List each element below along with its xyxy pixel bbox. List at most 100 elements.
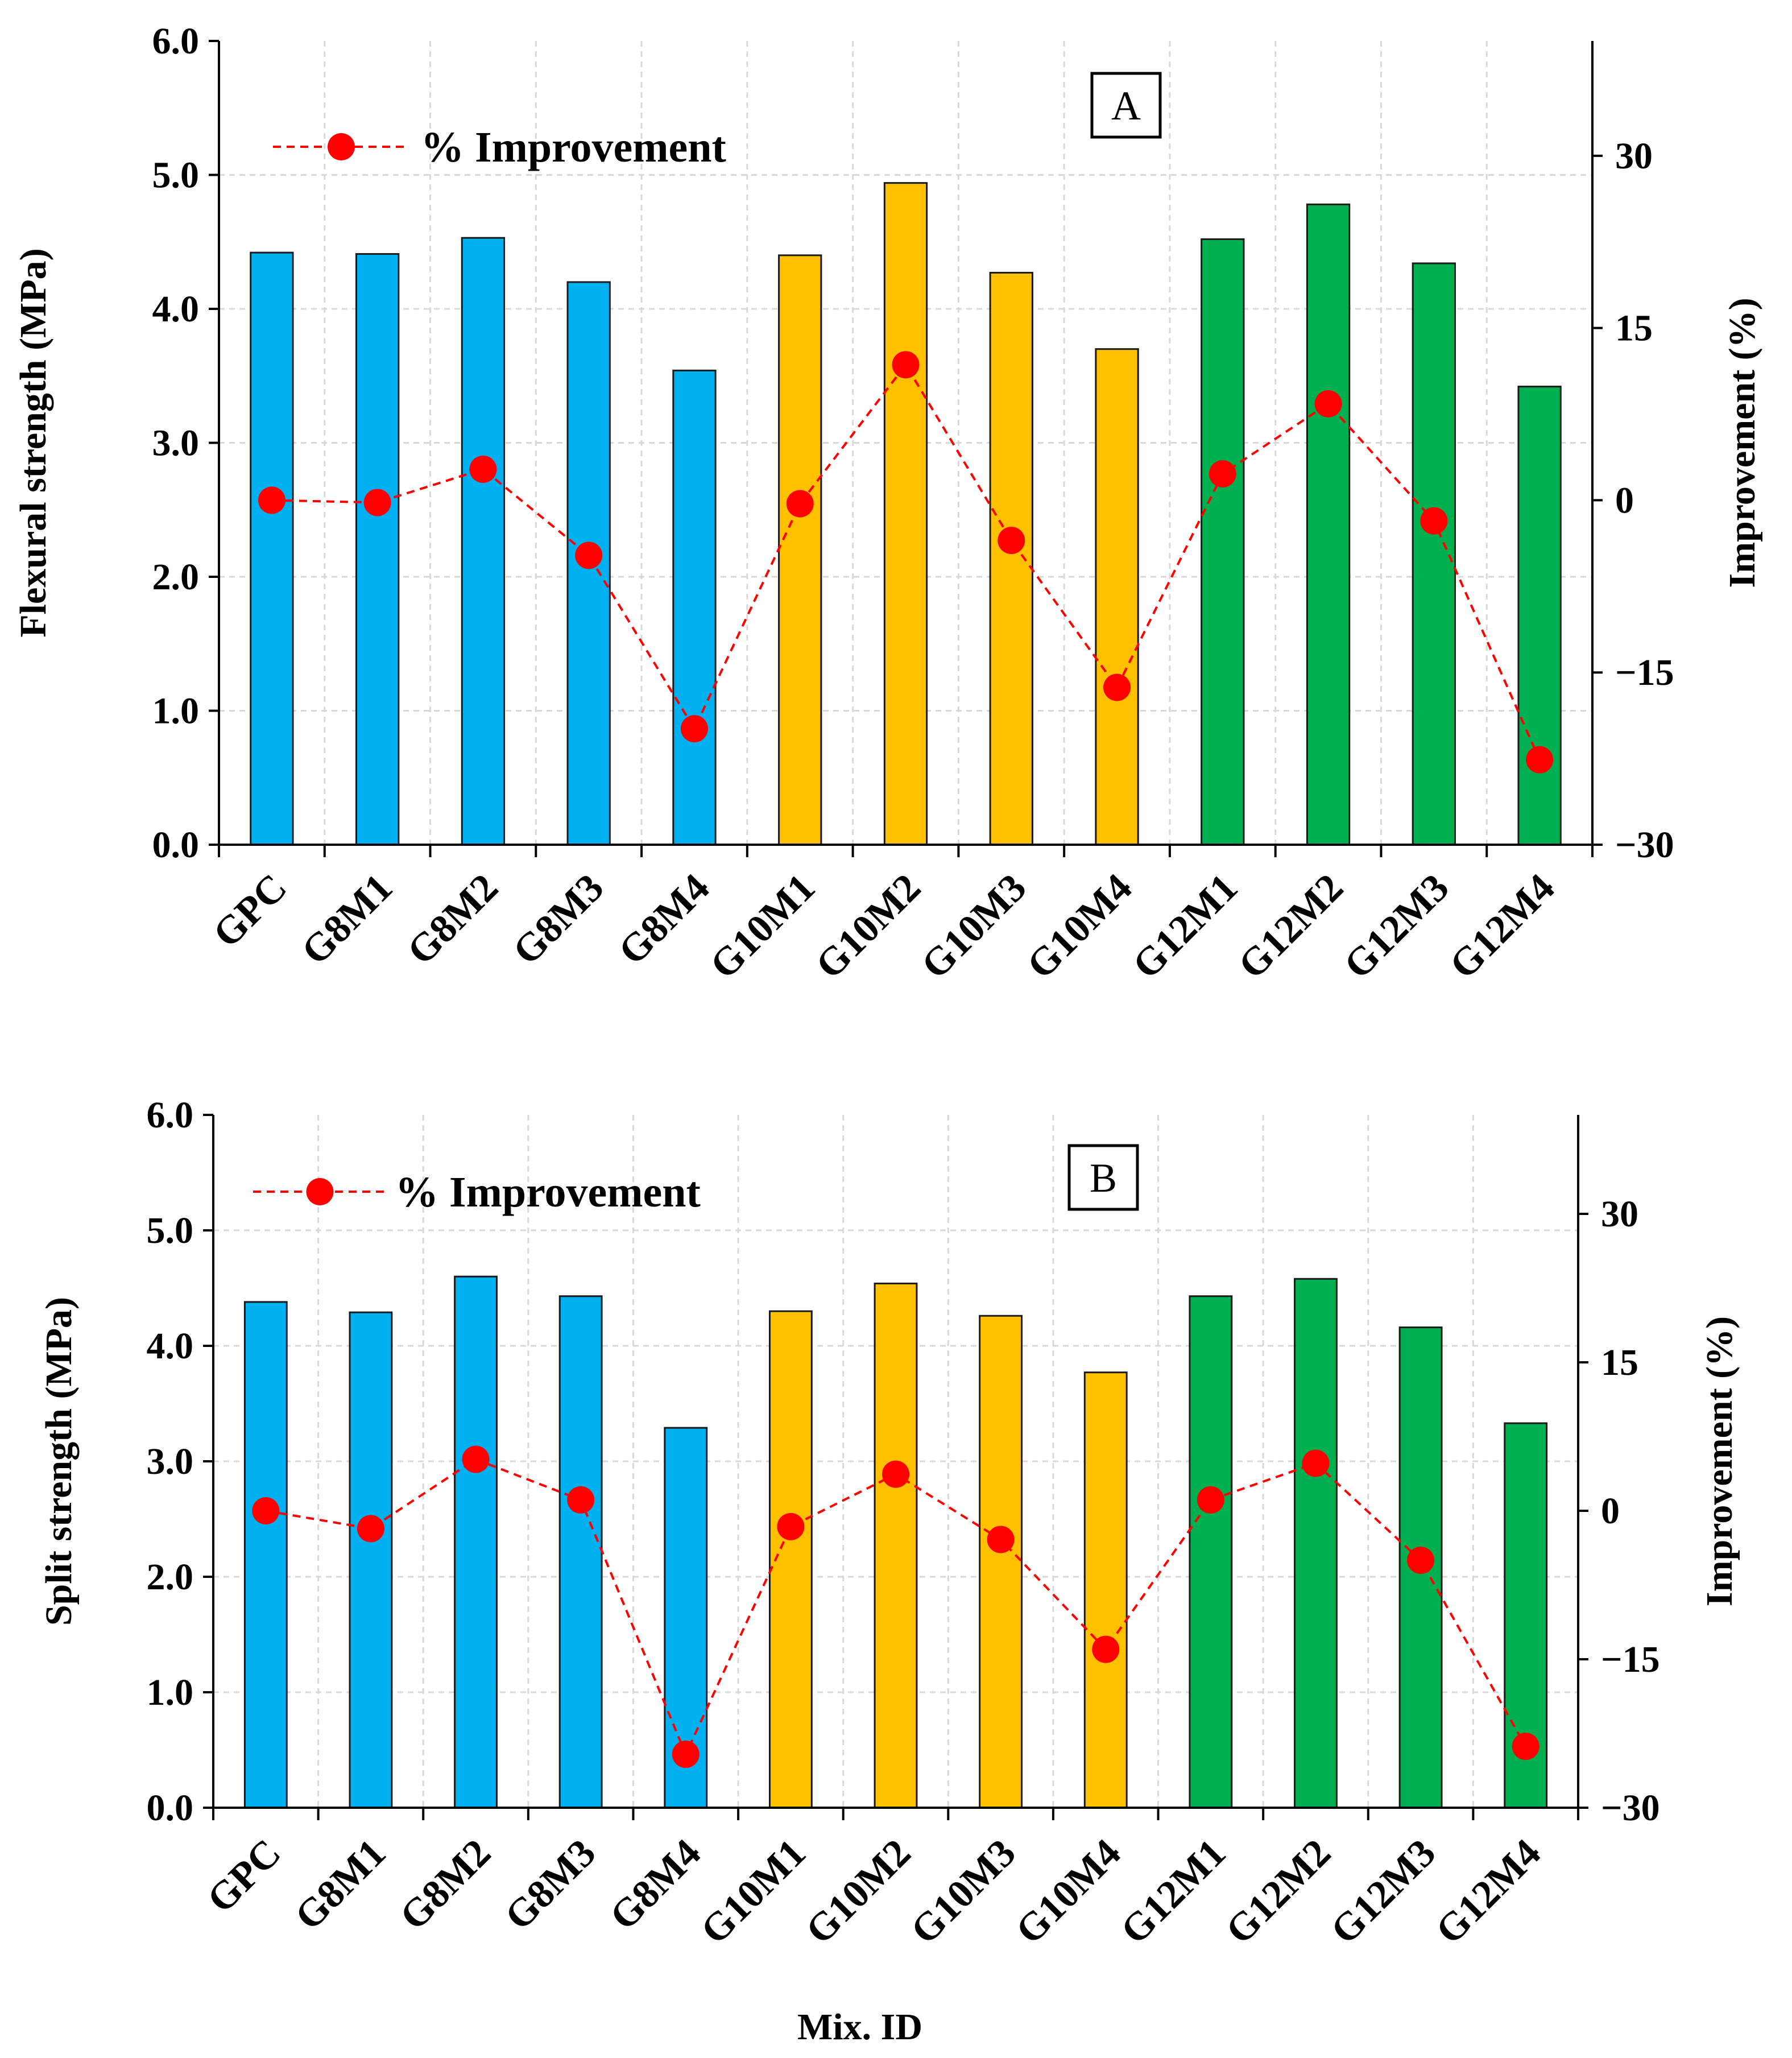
bar-g10m4 bbox=[1083, 1371, 1128, 1809]
improvement-point-g8m3 bbox=[575, 542, 603, 569]
y-axis-title: Split strength (MPa) bbox=[38, 1297, 80, 1626]
y-tick-label: 3.0 bbox=[152, 423, 200, 464]
bar-g8m2 bbox=[454, 1275, 498, 1809]
legend-marker bbox=[306, 1178, 334, 1205]
improvement-point-g10m2 bbox=[882, 1460, 909, 1488]
x-tick-label-g10m1: G10M1 bbox=[702, 866, 823, 987]
bar-g10m4 bbox=[1095, 348, 1139, 846]
bar-g10m3 bbox=[979, 1315, 1023, 1809]
improvement-point-g10m4 bbox=[1092, 1635, 1120, 1663]
legend-marker bbox=[328, 133, 355, 160]
y-tick-label: 6.0 bbox=[152, 20, 200, 62]
y-tick-label: 1.0 bbox=[152, 691, 200, 732]
bar-gpc bbox=[250, 251, 294, 846]
y-tick-label: 0.0 bbox=[147, 1787, 194, 1829]
x-tick-label-g10m2: G10M2 bbox=[797, 1831, 919, 1953]
y-axis-title: Flexural strength (MPa) bbox=[13, 248, 54, 637]
panel-label-box bbox=[1090, 72, 1162, 139]
improvement-point-g10m1 bbox=[786, 490, 814, 518]
bar-g8m2 bbox=[461, 237, 506, 846]
improvement-point-g10m2 bbox=[892, 351, 920, 379]
bar-g8m3 bbox=[558, 1295, 603, 1809]
bar-g12m2 bbox=[1306, 203, 1351, 846]
bar-g8m1 bbox=[355, 253, 400, 846]
x-tick-label-g12m3: G12M3 bbox=[1336, 866, 1458, 987]
bar-g12m2 bbox=[1294, 1278, 1338, 1809]
x-tick-label-gpc: GPC bbox=[199, 1831, 289, 1921]
improvement-point-g12m2 bbox=[1314, 390, 1342, 418]
bar-g8m4 bbox=[672, 369, 717, 846]
bar-g8m1 bbox=[349, 1311, 393, 1809]
improvement-point-g8m3 bbox=[567, 1486, 595, 1514]
y-tick-label: 3.0 bbox=[147, 1441, 194, 1482]
y2-tick-label: 15 bbox=[1615, 308, 1653, 349]
bar-g10m1 bbox=[778, 254, 822, 846]
panel-b-split-strength-chart: 0.01.02.03.04.05.06.0−30−1501530GPCG8M1G… bbox=[38, 1094, 1740, 1953]
x-tick-label-g8m2: G8M2 bbox=[399, 866, 507, 973]
panel-label: A bbox=[1111, 83, 1141, 129]
y-tick-label: 5.0 bbox=[147, 1210, 194, 1251]
panel-a-flexural-strength-chart: 0.01.02.03.04.05.06.0−30−1501530GPCG8M1G… bbox=[13, 20, 1763, 987]
y2-tick-label: 15 bbox=[1601, 1342, 1638, 1383]
y-tick-label: 4.0 bbox=[152, 288, 200, 330]
improvement-point-g12m3 bbox=[1420, 507, 1448, 535]
improvement-point-gpc bbox=[258, 486, 285, 514]
y2-axis-title: Improvement (%) bbox=[1721, 297, 1763, 588]
bar-g12m1 bbox=[1201, 238, 1245, 846]
panel-label: B bbox=[1090, 1155, 1117, 1201]
y-tick-label: 2.0 bbox=[147, 1556, 194, 1598]
x-tick-label-g12m4: G12M4 bbox=[1442, 866, 1563, 987]
improvement-point-g8m2 bbox=[462, 1445, 490, 1473]
improvement-point-g10m3 bbox=[998, 527, 1025, 555]
y-tick-label: 5.0 bbox=[152, 155, 200, 196]
bar-g12m3 bbox=[1412, 262, 1456, 846]
x-tick-label-g12m2: G12M2 bbox=[1230, 866, 1352, 987]
x-tick-label-g8m1: G8M1 bbox=[287, 1831, 394, 1939]
x-tick-label-g8m3: G8M3 bbox=[496, 1831, 604, 1939]
y-tick-label: 4.0 bbox=[147, 1325, 194, 1367]
x-tick-label-g8m2: G8M2 bbox=[392, 1831, 499, 1939]
x-tick-label-g8m3: G8M3 bbox=[504, 866, 612, 973]
improvement-point-gpc bbox=[252, 1497, 280, 1524]
x-tick-label-g12m2: G12M2 bbox=[1218, 1831, 1339, 1953]
improvement-point-g12m3 bbox=[1407, 1547, 1435, 1574]
x-tick-label-g10m2: G10M2 bbox=[808, 866, 929, 987]
improvement-point-g8m4 bbox=[680, 715, 708, 743]
x-tick-label-g10m4: G10M4 bbox=[1008, 1831, 1129, 1953]
x-tick-label-g12m1: G12M1 bbox=[1124, 866, 1246, 987]
x-tick-label-g12m4: G12M4 bbox=[1427, 1831, 1549, 1953]
improvement-point-g8m4 bbox=[672, 1741, 700, 1768]
x-tick-label-g8m4: G8M4 bbox=[610, 866, 718, 973]
y-tick-label: 2.0 bbox=[152, 556, 200, 598]
x-tick-label-g10m4: G10M4 bbox=[1019, 866, 1140, 987]
bar-g12m4 bbox=[1517, 386, 1562, 846]
bar-g10m2 bbox=[883, 182, 928, 846]
x-tick-label-g8m1: G8M1 bbox=[293, 866, 401, 973]
y2-tick-label: 30 bbox=[1601, 1193, 1638, 1235]
legend-label: % Improvement bbox=[395, 1168, 701, 1216]
y2-tick-label: 0 bbox=[1601, 1490, 1620, 1532]
x-tick-label-g12m1: G12M1 bbox=[1112, 1831, 1234, 1953]
panel-label-box bbox=[1067, 1144, 1139, 1211]
improvement-point-g10m4 bbox=[1103, 673, 1131, 701]
legend-label: % Improvement bbox=[421, 123, 726, 171]
improvement-point-g10m3 bbox=[987, 1526, 1015, 1553]
x-tick-label-g10m3: G10M3 bbox=[903, 1831, 1024, 1953]
x-axis-title: Mix. ID bbox=[797, 2006, 922, 2048]
y2-axis-title: Improvement (%) bbox=[1699, 1316, 1740, 1606]
bar-g10m3 bbox=[989, 271, 1033, 846]
improvement-point-g10m1 bbox=[777, 1512, 805, 1540]
x-tick-label-gpc: GPC bbox=[205, 866, 295, 956]
improvement-point-g8m1 bbox=[357, 1515, 384, 1543]
y2-tick-label: −15 bbox=[1601, 1639, 1660, 1680]
bar-g12m1 bbox=[1189, 1295, 1233, 1809]
y2-tick-label: −15 bbox=[1615, 652, 1674, 693]
improvement-point-g8m1 bbox=[363, 489, 391, 516]
y-tick-label: 0.0 bbox=[152, 824, 200, 866]
y2-tick-label: 30 bbox=[1615, 135, 1653, 177]
y2-tick-label: 0 bbox=[1615, 480, 1634, 521]
y2-tick-label: −30 bbox=[1615, 824, 1674, 866]
bar-gpc bbox=[243, 1301, 288, 1809]
improvement-point-g12m2 bbox=[1302, 1449, 1330, 1477]
